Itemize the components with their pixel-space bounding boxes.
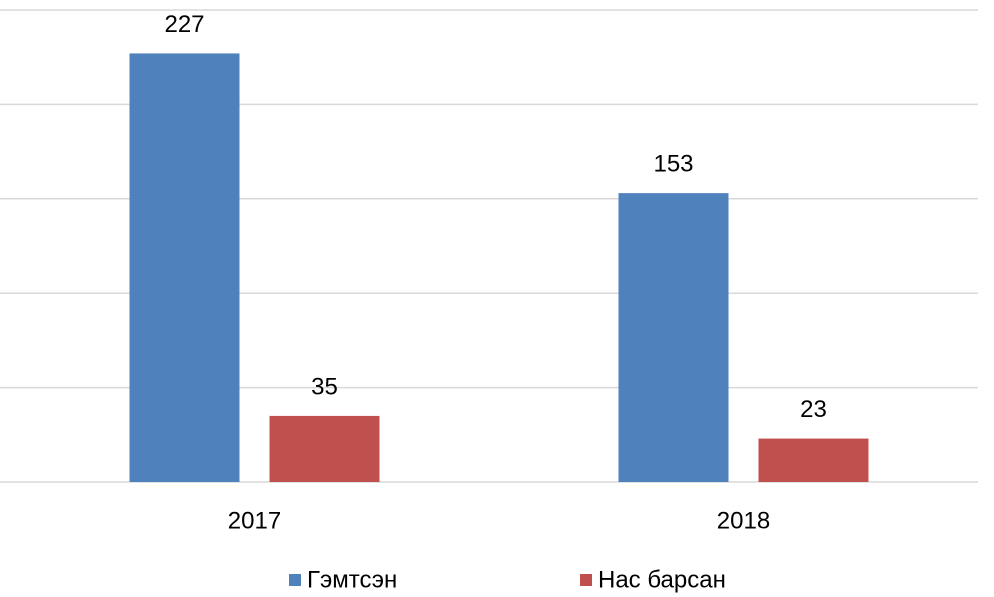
legend-swatch	[580, 574, 592, 586]
data-label: 23	[800, 396, 827, 423]
x-tick-label: 2018	[717, 507, 770, 534]
legend-swatch	[289, 574, 301, 586]
bar	[758, 438, 869, 482]
bar	[129, 53, 240, 482]
bar	[618, 193, 729, 483]
legend-label: Нас барсан	[598, 566, 726, 593]
data-label: 153	[653, 150, 693, 177]
data-label: 35	[311, 373, 338, 400]
x-tick-label: 2017	[228, 507, 281, 534]
legend-label: Гэмтсэн	[307, 566, 397, 593]
data-label: 227	[164, 11, 204, 38]
bar	[269, 415, 380, 482]
